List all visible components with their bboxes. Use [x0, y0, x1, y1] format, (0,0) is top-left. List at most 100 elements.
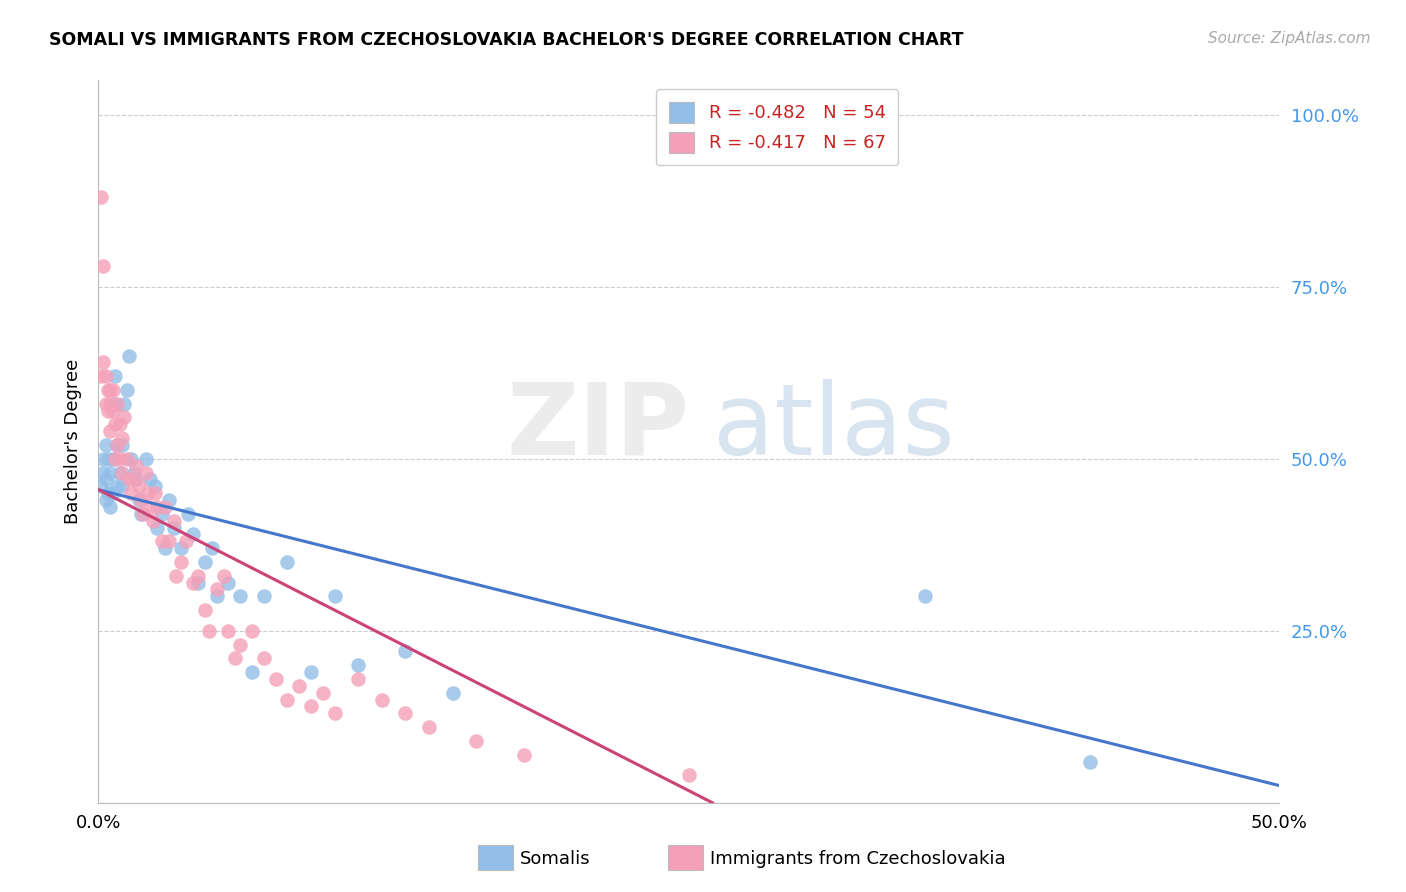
- Point: [111, 431, 134, 445]
- Point: [91, 451, 114, 466]
- Point: [97, 403, 120, 417]
- Point: [112, 397, 135, 411]
- Point: [111, 466, 134, 480]
- Point: [122, 472, 145, 486]
- Point: [104, 451, 127, 466]
- Point: [101, 383, 124, 397]
- Text: Somalis: Somalis: [520, 850, 591, 868]
- Point: [157, 493, 180, 508]
- Point: [323, 590, 346, 604]
- Point: [224, 651, 246, 665]
- Point: [347, 658, 370, 673]
- Point: [91, 466, 114, 480]
- Point: [104, 369, 127, 384]
- Point: [136, 486, 159, 500]
- Point: [101, 403, 124, 417]
- Point: [143, 486, 166, 500]
- Point: [163, 520, 186, 534]
- Point: [212, 568, 235, 582]
- Point: [98, 500, 121, 514]
- Point: [129, 493, 152, 508]
- Point: [98, 383, 121, 397]
- Point: [418, 720, 440, 734]
- Point: [205, 590, 228, 604]
- Point: [276, 692, 298, 706]
- Text: ZIP: ZIP: [506, 378, 689, 475]
- Point: [165, 568, 187, 582]
- Point: [299, 699, 322, 714]
- Point: [347, 672, 370, 686]
- Point: [98, 466, 121, 480]
- Point: [170, 541, 193, 556]
- Point: [98, 397, 121, 411]
- Point: [150, 534, 173, 549]
- Point: [90, 369, 112, 384]
- Point: [312, 686, 335, 700]
- Point: [91, 259, 114, 273]
- Point: [132, 507, 155, 521]
- Point: [288, 679, 311, 693]
- Point: [104, 397, 127, 411]
- Point: [146, 520, 169, 534]
- Point: [118, 472, 141, 486]
- Point: [163, 514, 186, 528]
- Point: [108, 466, 131, 480]
- Point: [181, 575, 204, 590]
- Point: [125, 472, 148, 486]
- Text: SOMALI VS IMMIGRANTS FROM CZECHOSLOVAKIA BACHELOR'S DEGREE CORRELATION CHART: SOMALI VS IMMIGRANTS FROM CZECHOSLOVAKIA…: [49, 31, 963, 49]
- Point: [135, 451, 157, 466]
- Point: [94, 472, 117, 486]
- Point: [101, 451, 124, 466]
- Point: [181, 527, 204, 541]
- Point: [217, 624, 239, 638]
- Point: [104, 417, 127, 432]
- Point: [276, 555, 298, 569]
- Point: [122, 466, 145, 480]
- Text: Immigrants from Czechoslovakia: Immigrants from Czechoslovakia: [710, 850, 1005, 868]
- Point: [198, 624, 221, 638]
- Point: [170, 555, 193, 569]
- Point: [394, 706, 416, 721]
- Point: [97, 451, 120, 466]
- Point: [105, 438, 128, 452]
- Point: [240, 665, 263, 679]
- Point: [150, 507, 173, 521]
- Point: [194, 555, 217, 569]
- Point: [94, 438, 117, 452]
- Point: [121, 451, 143, 466]
- Point: [105, 438, 128, 452]
- Point: [205, 582, 228, 597]
- Point: [394, 644, 416, 658]
- Point: [139, 472, 162, 486]
- Point: [264, 672, 287, 686]
- Point: [91, 355, 114, 369]
- Point: [253, 590, 276, 604]
- Point: [217, 575, 239, 590]
- Point: [299, 665, 322, 679]
- Point: [105, 479, 128, 493]
- Point: [135, 466, 157, 480]
- Point: [115, 383, 138, 397]
- Point: [111, 438, 134, 452]
- Y-axis label: Bachelor's Degree: Bachelor's Degree: [63, 359, 82, 524]
- Point: [97, 383, 120, 397]
- Point: [118, 349, 141, 363]
- Point: [143, 479, 166, 493]
- Point: [98, 424, 121, 438]
- Point: [157, 534, 180, 549]
- Point: [153, 541, 176, 556]
- Point: [121, 486, 143, 500]
- Legend: R = -0.482   N = 54, R = -0.417   N = 67: R = -0.482 N = 54, R = -0.417 N = 67: [657, 89, 898, 165]
- Point: [139, 500, 162, 514]
- Point: [90, 190, 112, 204]
- Point: [187, 568, 209, 582]
- Point: [128, 493, 150, 508]
- Point: [512, 747, 534, 762]
- Point: [146, 500, 169, 514]
- Point: [201, 541, 224, 556]
- Point: [253, 651, 276, 665]
- Point: [371, 692, 394, 706]
- Point: [678, 768, 700, 782]
- Point: [174, 534, 197, 549]
- Point: [112, 410, 135, 425]
